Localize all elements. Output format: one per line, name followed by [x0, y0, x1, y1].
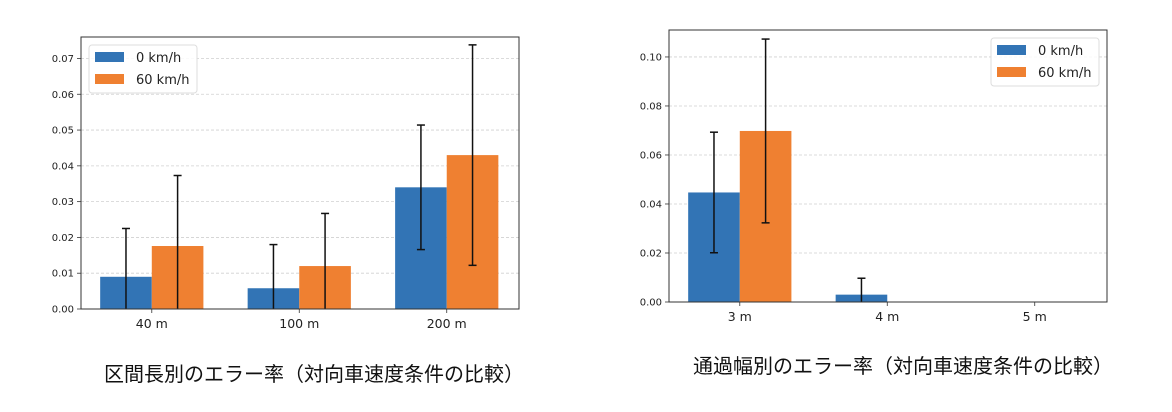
y-tick-label: 0.08 [640, 101, 662, 112]
legend: 0 km/h 60 km/h [990, 37, 1100, 87]
y-tick-label: 0.03 [52, 197, 74, 208]
y-tick-label: 0.01 [52, 269, 74, 280]
y-tick-label: 0.02 [640, 248, 662, 259]
x-tick-label: 4 m [875, 309, 899, 324]
legend-swatch [95, 74, 124, 84]
legend: 0 km/h 60 km/h [88, 44, 198, 94]
legend-swatch [997, 67, 1026, 77]
y-tick-label: 0.00 [52, 305, 74, 316]
left-chart-caption: 区間長別のエラー率（対向車速度条件の比較） [104, 362, 524, 386]
legend-swatch [95, 52, 124, 62]
y-tick-label: 0.10 [640, 52, 662, 63]
x-tick-label: 5 m [1023, 309, 1047, 324]
x-tick-label: 40 m [136, 316, 168, 331]
y-tick-label: 0.06 [52, 90, 74, 101]
y-tick-label: 0.05 [52, 126, 74, 137]
legend-label: 0 km/h [1038, 44, 1083, 59]
y-tick-label: 0.00 [640, 298, 662, 309]
y-tick-label: 0.04 [640, 199, 662, 210]
plot-frame [80, 36, 520, 310]
legend-label: 60 km/h [136, 73, 190, 88]
x-tick-label: 100 m [279, 316, 319, 331]
left-chart: 0.00 0.01 0.02 0.03 0.04 0.05 0.06 0.07 40 m 100 … [52, 36, 520, 331]
right-chart: 0.00 0.02 0.04 0.06 0.08 0.10 3 m 4 m 5 m 0 km/h 6… [640, 29, 1108, 324]
legend-swatch [997, 45, 1026, 55]
legend-label: 0 km/h [136, 51, 181, 66]
legend-label: 60 km/h [1038, 66, 1092, 81]
plot-frame [668, 29, 1108, 303]
right-chart-caption: 通過幅別のエラー率（対向車速度条件の比較） [693, 354, 1113, 378]
y-tick-label: 0.06 [640, 150, 662, 161]
y-tick-label: 0.02 [52, 233, 74, 244]
y-tick-label: 0.07 [52, 54, 74, 65]
x-tick-label: 3 m [728, 309, 752, 324]
x-tick-label: 200 m [427, 316, 467, 331]
y-tick-label: 0.04 [52, 161, 74, 172]
